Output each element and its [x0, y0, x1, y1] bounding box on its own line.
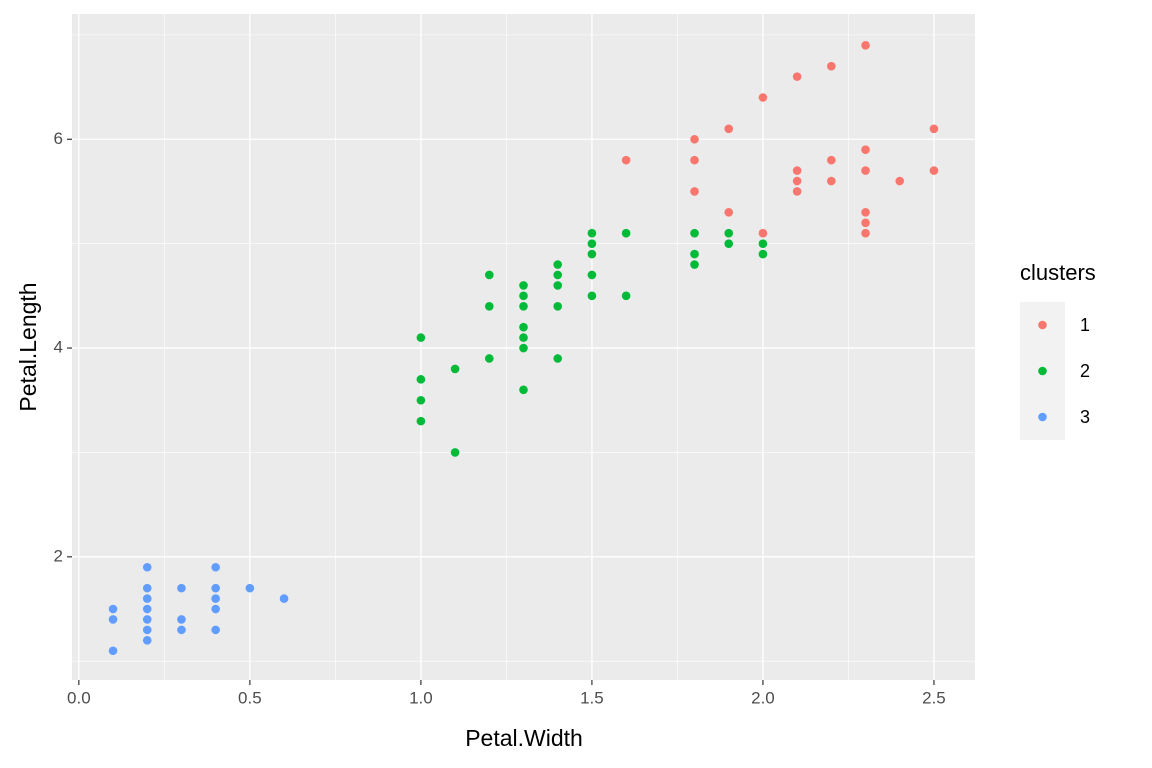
x-tick-label: 0.0 [67, 688, 91, 707]
point [792, 176, 802, 186]
point [142, 594, 152, 603]
point [211, 583, 220, 593]
point [587, 228, 597, 238]
y-tick-label: 4 [54, 338, 63, 357]
point [211, 594, 220, 603]
x-tick-label: 0.5 [238, 688, 262, 707]
point [450, 364, 460, 374]
point [553, 354, 563, 363]
point [690, 155, 699, 165]
point [245, 583, 255, 593]
point [108, 615, 118, 624]
x-tick-label: 2.5 [922, 688, 946, 707]
point [929, 124, 939, 134]
legend-label: 1 [1080, 315, 1090, 335]
point [519, 385, 528, 395]
point [724, 239, 734, 248]
point [792, 72, 802, 81]
point [758, 93, 768, 102]
point [108, 646, 118, 656]
point [484, 354, 494, 363]
point [758, 249, 768, 259]
point [861, 166, 870, 175]
legend-title: clusters [1020, 260, 1096, 285]
point [621, 291, 631, 301]
point [142, 583, 152, 593]
point [142, 636, 152, 645]
point [792, 166, 802, 175]
point [416, 416, 426, 426]
point [690, 187, 699, 196]
y-tick-label: 2 [54, 546, 63, 565]
x-axis-title: Petal.Width [465, 725, 583, 751]
point [724, 124, 734, 134]
point [142, 604, 152, 614]
point [553, 260, 563, 269]
point [690, 249, 699, 259]
point [450, 448, 460, 457]
point [690, 228, 699, 238]
point [621, 155, 631, 165]
point [929, 166, 939, 175]
x-tick-label: 2.0 [751, 688, 775, 707]
point [211, 604, 220, 614]
point [177, 615, 186, 624]
point [484, 301, 494, 311]
point [416, 333, 426, 342]
point [519, 322, 528, 332]
point [792, 187, 802, 196]
point [177, 625, 186, 635]
point [416, 395, 426, 405]
point [519, 291, 528, 301]
point [861, 41, 870, 50]
point [519, 301, 528, 311]
point [211, 562, 220, 572]
point [690, 260, 699, 269]
y-tick-label: 6 [54, 129, 63, 148]
point [519, 343, 528, 353]
y-axis-title: Petal.Length [15, 282, 41, 411]
legend-marker [1038, 320, 1047, 330]
point [758, 239, 768, 248]
point [895, 176, 905, 186]
point [587, 249, 597, 259]
point [553, 301, 563, 311]
point [108, 604, 118, 614]
point [177, 583, 186, 593]
x-tick-label: 1.0 [409, 688, 433, 707]
point [724, 208, 734, 217]
point [553, 281, 563, 290]
point [553, 270, 563, 280]
point [690, 134, 699, 144]
x-tick-label: 1.5 [580, 688, 604, 707]
legend-label: 3 [1080, 407, 1090, 427]
point [724, 228, 734, 238]
legend-label: 2 [1080, 361, 1090, 381]
point [519, 281, 528, 290]
point [587, 270, 597, 280]
point [142, 625, 152, 635]
point [279, 594, 289, 603]
point [861, 218, 870, 228]
point [519, 333, 528, 342]
point [861, 208, 870, 217]
legend-marker [1038, 412, 1047, 422]
point [827, 176, 836, 186]
point [861, 228, 870, 238]
point [758, 228, 768, 238]
point [484, 270, 494, 280]
point [416, 375, 426, 384]
point [211, 625, 220, 635]
point [142, 615, 152, 624]
point [621, 228, 631, 238]
point [587, 239, 597, 248]
point [827, 61, 836, 71]
legend-marker [1038, 366, 1047, 376]
point [827, 155, 836, 165]
point [861, 145, 870, 155]
point [587, 291, 597, 301]
point [142, 562, 152, 572]
